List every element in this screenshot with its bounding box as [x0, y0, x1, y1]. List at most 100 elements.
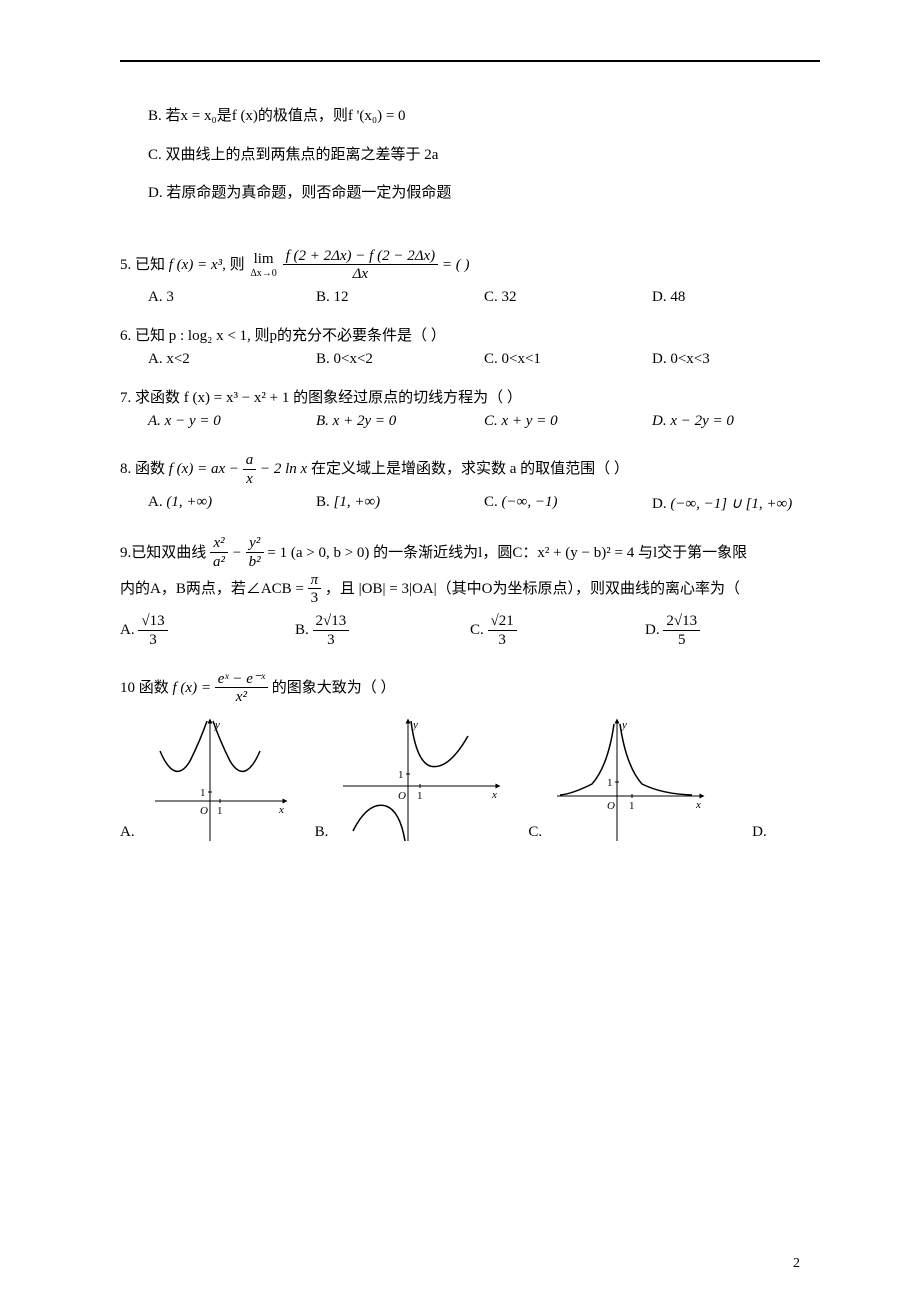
svg-text:y: y: [214, 719, 220, 731]
q9-b: B. 2√13 3: [295, 613, 470, 649]
opt-c: C. 双曲线上的点到两焦点的距离之差等于 2a: [120, 141, 820, 170]
q5-num: f (2 + 2Δx) − f (2 − 2Δx): [283, 248, 439, 266]
q9-c-d: 3: [488, 631, 517, 649]
q9-a-d: 3: [138, 631, 167, 649]
q8-frac-num: a: [243, 452, 257, 470]
q6-d: D. 0<x<3: [652, 351, 820, 368]
q9-c-frac: √21 3: [488, 613, 517, 649]
q10-b: 的图象大致为（ ）: [272, 680, 396, 696]
q6-c: C. 0<x<1: [484, 351, 652, 368]
svg-text:x: x: [491, 789, 497, 801]
q9-d-lbl: D.: [645, 622, 660, 638]
q9-minus: −: [232, 545, 242, 561]
q10-lblA: A.: [120, 824, 145, 846]
q5: 5. 已知 f (x) = x³, 则 lim Δx→0 f (2 + 2Δx)…: [120, 248, 820, 284]
q6-a: A. x<2: [148, 351, 316, 368]
q8-b-val: [1, +∞): [334, 494, 381, 510]
q10-graph-a: 1 1 O x y: [145, 716, 295, 846]
q9-b-n: 2√13: [313, 613, 350, 631]
q8-func-l: f (x) = ax −: [169, 461, 239, 477]
q9-eq: = 1 (a > 0, b > 0) 的一条渐近线为l，圆C：x² + (y −…: [267, 545, 747, 561]
q10-lblC: C.: [528, 824, 552, 846]
svg-text:y: y: [412, 719, 418, 731]
q9-d-n: 2√13: [663, 613, 700, 631]
q9-c-n: √21: [488, 613, 517, 631]
svg-text:x: x: [278, 804, 284, 816]
q9-l1a: 9.已知双曲线: [120, 545, 206, 561]
q9-c: C. √21 3: [470, 613, 645, 649]
svg-text:y: y: [621, 719, 627, 731]
q8: 8. 函数 f (x) = ax − a x − 2 ln x 在定义域上是增函…: [120, 452, 820, 488]
q8-frac: a x: [243, 452, 257, 488]
q9-b-frac: 2√13 3: [313, 613, 350, 649]
q5-a: A. 3: [148, 289, 316, 306]
q7-opts: A. x − y = 0 B. x + 2y = 0 C. x + y = 0 …: [148, 413, 820, 430]
q9-d: D. 2√13 5: [645, 613, 820, 649]
top-rule: [120, 60, 820, 62]
q5-frac: f (2 + 2Δx) − f (2 − 2Δx) Δx: [283, 248, 439, 284]
svg-text:O: O: [398, 790, 406, 802]
q9-hyp-r: y² b²: [246, 535, 264, 571]
q7: 7. 求函数 f (x) = x³ − x² + 1 的图象经过原点的切线方程为…: [120, 386, 820, 407]
opt-b: B. 若x = x₀是f (x)的极值点，则f '(x₀) = 0: [120, 102, 820, 131]
q8-a: A. (1, +∞): [148, 494, 316, 513]
q10-fx: f (x) =: [173, 680, 211, 696]
q5-b: B. 12: [316, 289, 484, 306]
svg-text:O: O: [200, 805, 208, 817]
q5-d: D. 48: [652, 289, 820, 306]
q9-hyp-rn: y²: [246, 535, 264, 553]
svg-text:1: 1: [398, 769, 404, 781]
q8-c: C. (−∞, −1): [484, 494, 652, 513]
q9-l2a: 内的A，B两点，若∠ACB =: [120, 581, 304, 597]
q10-graph-c: 1 1 O x y: [552, 716, 712, 846]
q10-d: x²: [215, 688, 268, 706]
q9-a-lbl: A.: [120, 622, 135, 638]
q8-func-r: − 2 ln x: [260, 461, 307, 477]
q9-d-d: 5: [663, 631, 700, 649]
q8-b: B. [1, +∞): [316, 494, 484, 513]
q8-d-val: (−∞, −1] ∪ [1, +∞): [670, 496, 792, 512]
q10: 10 函数 f (x) = eˣ − e⁻ˣ x² 的图象大致为（ ）: [120, 671, 820, 707]
q9-a-n: √13: [138, 613, 167, 631]
q8-a-val: (1, +∞): [166, 494, 212, 510]
svg-text:x: x: [695, 799, 701, 811]
q9-b-lbl: B.: [295, 622, 309, 638]
q9-pi-d: 3: [308, 589, 322, 607]
q10-a: 10 函数: [120, 680, 173, 696]
q5-after: = ( ): [442, 257, 470, 273]
q7-b: B. x + 2y = 0: [316, 413, 484, 430]
q8-c-val: (−∞, −1): [502, 494, 558, 510]
q6-opts: A. x<2 B. 0<x<2 C. 0<x<1 D. 0<x<3: [148, 351, 820, 368]
q9-hyp-l: x² a²: [210, 535, 228, 571]
q9-a-frac: √13 3: [138, 613, 167, 649]
q5-lim-bot: Δx→0: [250, 268, 276, 279]
q9-c-lbl: C.: [470, 622, 484, 638]
q9-hyp-ld: a²: [210, 553, 228, 571]
q10-graph-b: 1 1 O x y: [338, 716, 508, 846]
q5-lim-top: lim: [250, 251, 276, 268]
page-number: 2: [793, 1256, 800, 1272]
q6-b: B. 0<x<2: [316, 351, 484, 368]
q5-mid: 则: [230, 257, 245, 273]
svg-text:1: 1: [607, 777, 613, 789]
opt-d: D. 若原命题为真命题，则否命题一定为假命题: [120, 179, 820, 208]
q8-label: 8. 函数: [120, 461, 165, 477]
svg-text:1: 1: [217, 805, 223, 817]
q9-pi: π 3: [308, 572, 322, 608]
q8-c-lbl: C.: [484, 494, 498, 510]
q5-opts: A. 3 B. 12 C. 32 D. 48: [148, 289, 820, 306]
q8-opts: A. (1, +∞) B. [1, +∞) C. (−∞, −1) D. (−∞…: [148, 494, 820, 513]
svg-text:1: 1: [200, 787, 206, 799]
q5-lim: lim Δx→0: [250, 251, 276, 279]
svg-text:1: 1: [629, 800, 635, 812]
q7-d: D. x − 2y = 0: [652, 413, 820, 430]
q10-frac: eˣ − e⁻ˣ x²: [215, 671, 268, 707]
q9-hyp-rd: b²: [246, 553, 264, 571]
q8-d-lbl: D.: [652, 496, 667, 512]
q5-c: C. 32: [484, 289, 652, 306]
q5-prefix: 5. 已知: [120, 257, 165, 273]
q10-graphs: A. 1 1 O x y B.: [120, 716, 820, 846]
svg-text:1: 1: [417, 790, 423, 802]
q8-frac-den: x: [243, 470, 257, 488]
svg-text:O: O: [607, 800, 615, 812]
